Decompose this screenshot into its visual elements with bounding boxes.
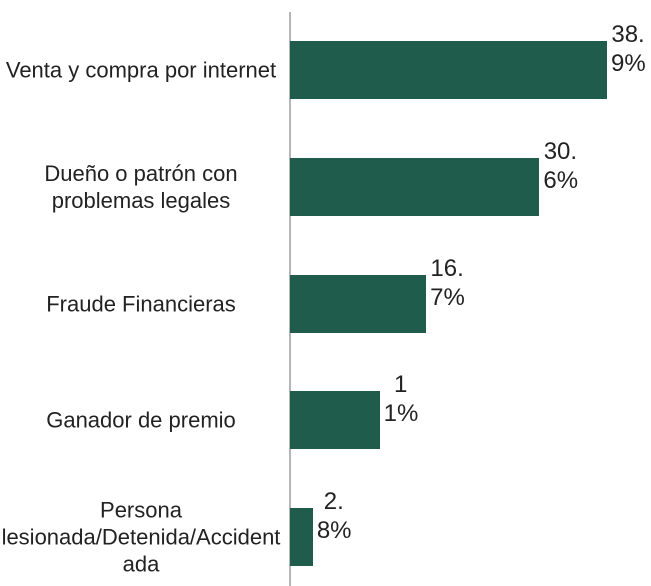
- bar: [290, 391, 380, 450]
- value-label: 11%: [383, 371, 419, 428]
- category-label: Ganador de premio: [46, 407, 236, 433]
- bar: [290, 274, 427, 333]
- value-label: 2.8%: [316, 488, 352, 545]
- category-label: Persona lesionada/Detenida/Accidentada: [1, 497, 281, 577]
- category-label: Venta y compra por internet: [5, 57, 277, 83]
- category-label: Dueño o patrón con problemas legales: [44, 160, 238, 213]
- category-label: Fraude Financieras: [46, 291, 236, 317]
- value-label: 16.7%: [430, 254, 465, 311]
- bar: [290, 508, 313, 567]
- value-label: 30.6%: [543, 137, 579, 194]
- bar: [290, 41, 608, 99]
- value-label: 38.9%: [611, 21, 646, 77]
- bar: [290, 157, 540, 216]
